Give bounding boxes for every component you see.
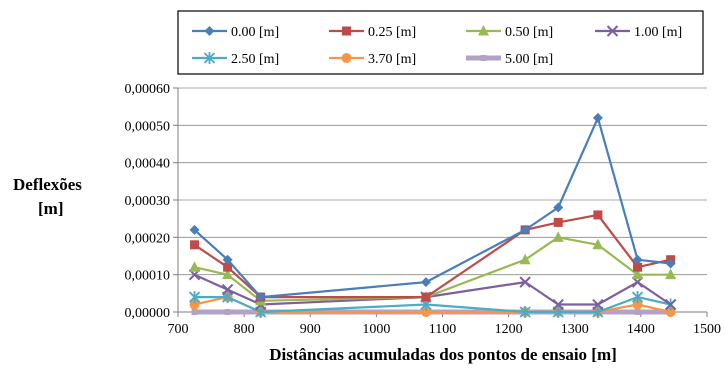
x-tick-labels: 700 800 900 1000 1100 1200 1300 1400 1500 bbox=[168, 322, 722, 337]
data-point bbox=[222, 254, 233, 265]
x-tick-label: 1100 bbox=[429, 322, 456, 337]
legend-label: 0.25 [m] bbox=[368, 25, 416, 40]
data-point bbox=[520, 224, 531, 235]
legend-label: 5.00 [m] bbox=[505, 52, 553, 67]
data-point bbox=[592, 112, 603, 123]
legend-marker bbox=[478, 25, 489, 36]
y-tick-label: 0,00010 bbox=[125, 269, 171, 284]
x-tick-label: 1200 bbox=[495, 322, 523, 337]
data-point bbox=[222, 268, 234, 280]
data-point bbox=[552, 231, 564, 242]
y-tick-label: 0,00060 bbox=[125, 82, 171, 97]
series bbox=[188, 112, 677, 318]
data-point bbox=[632, 254, 643, 265]
data-point bbox=[665, 307, 676, 317]
data-point bbox=[519, 276, 531, 288]
data-point bbox=[188, 291, 201, 304]
gridlines bbox=[178, 87, 707, 276]
data-point bbox=[189, 224, 200, 235]
data-point bbox=[221, 283, 234, 296]
data-point bbox=[420, 307, 431, 317]
y-tick-label: 0,00030 bbox=[125, 194, 171, 209]
legend: 0.00 [m] 0.25 [m] 0.50 [m] 1.00 [m] 2.50 [m]… bbox=[177, 10, 704, 75]
legend-label: 0.00 [m] bbox=[231, 25, 279, 40]
legend-marker bbox=[606, 25, 619, 37]
y-tick-label: 0,00020 bbox=[125, 231, 171, 246]
legend-label: 0.50 [m] bbox=[505, 25, 553, 40]
data-point bbox=[664, 298, 677, 311]
y-axis-title-line-2: [m] bbox=[38, 199, 63, 218]
data-point bbox=[592, 298, 604, 311]
data-point bbox=[632, 268, 644, 280]
data-point bbox=[665, 258, 676, 269]
data-point bbox=[519, 306, 531, 318]
x-tick-label: 700 bbox=[168, 322, 189, 337]
legend-box bbox=[177, 10, 704, 75]
legend-label: 2.50 [m] bbox=[231, 52, 279, 67]
y-axis-title-line-1: Deflexões bbox=[13, 175, 82, 194]
data-point bbox=[634, 309, 641, 315]
data-point bbox=[191, 309, 198, 315]
y-tick-label: 0,00050 bbox=[125, 119, 171, 134]
data-point bbox=[224, 309, 231, 315]
data-point bbox=[632, 299, 643, 310]
x-tick-label: 1500 bbox=[693, 322, 721, 337]
y-tick-labels: 0,00000 0,00010 0,00020 0,00030 0,00040 0,000… bbox=[125, 82, 171, 321]
data-point bbox=[190, 240, 200, 250]
data-point bbox=[420, 277, 431, 288]
data-point bbox=[553, 202, 564, 213]
data-point bbox=[631, 291, 644, 304]
legend-marker bbox=[480, 55, 487, 61]
data-point bbox=[665, 268, 677, 280]
x-tick-label: 900 bbox=[300, 322, 321, 337]
legend-marker bbox=[342, 26, 351, 36]
data-point bbox=[593, 210, 603, 220]
x-tick-label: 800 bbox=[234, 322, 255, 337]
data-point bbox=[189, 261, 201, 272]
legend-marker bbox=[203, 52, 216, 64]
x-axis-title: Distâncias acumuladas dos pontos de ensa… bbox=[269, 345, 617, 364]
y-tick-label: 0,00000 bbox=[125, 306, 171, 321]
data-point bbox=[519, 253, 531, 265]
legend-label: 1.00 [m] bbox=[634, 25, 682, 40]
data-point bbox=[553, 217, 563, 227]
data-point bbox=[592, 238, 604, 250]
legend-marker bbox=[341, 53, 352, 63]
x-tick-label: 1300 bbox=[561, 322, 589, 337]
y-tick-label: 0,00040 bbox=[125, 157, 171, 172]
data-point bbox=[552, 298, 564, 311]
x-tick-label: 1400 bbox=[627, 322, 655, 337]
data-point bbox=[421, 292, 431, 302]
data-point bbox=[223, 262, 233, 272]
legend-marker bbox=[204, 26, 215, 36]
data-point bbox=[255, 292, 266, 303]
data-point bbox=[633, 262, 643, 272]
data-point bbox=[189, 299, 200, 310]
x-tick-label: 1000 bbox=[362, 322, 390, 337]
legend-label: 3.70 [m] bbox=[368, 52, 416, 67]
